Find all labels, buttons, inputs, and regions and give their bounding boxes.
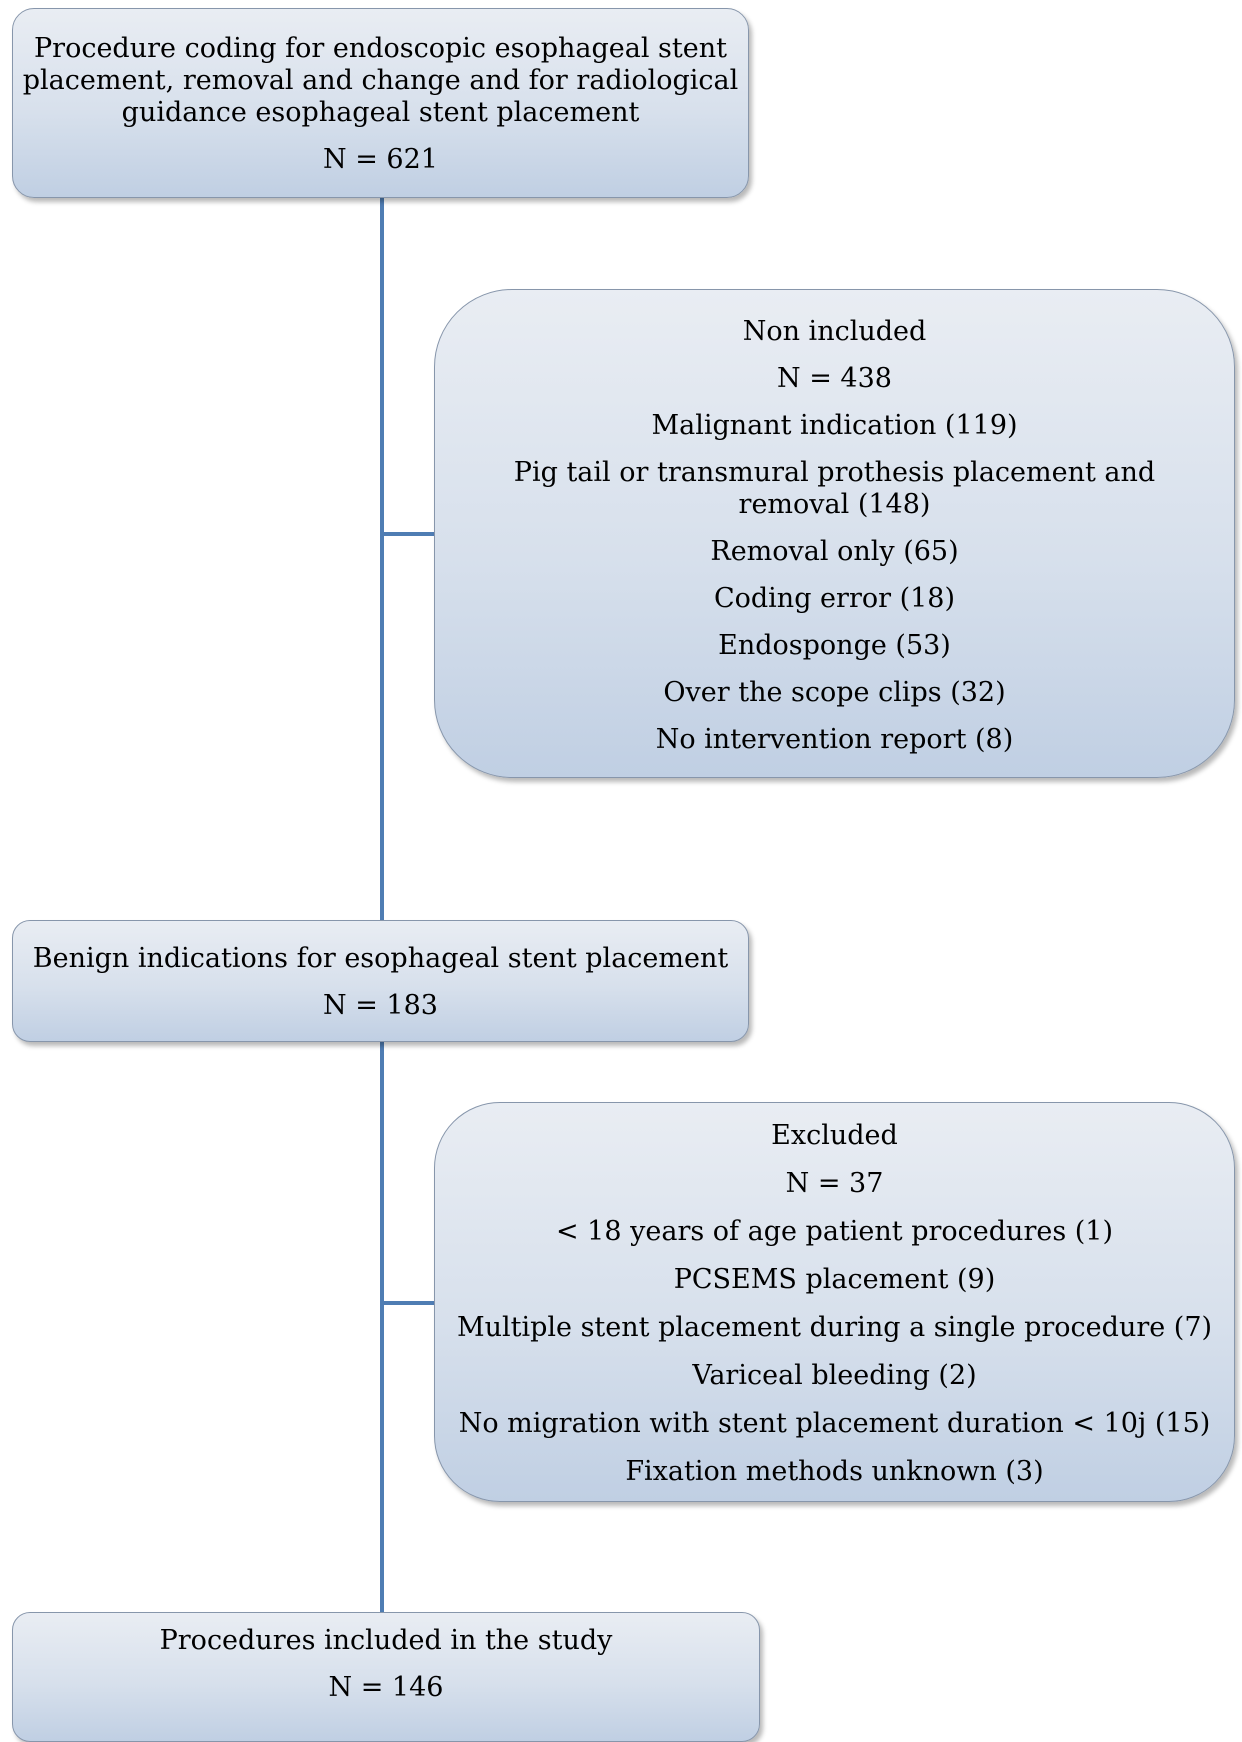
non-included-reason: No intervention report (8): [655, 724, 1014, 755]
excluded-box: Excluded N = 37 < 18 years of age patien…: [434, 1102, 1235, 1502]
benign-title: Benign indications for esophageal stent …: [32, 943, 729, 974]
non-included-reason: Removal only (65): [710, 536, 959, 567]
non-included-reason: Coding error (18): [713, 583, 956, 614]
excluded-reason: No migration with stent placement durati…: [458, 1408, 1211, 1439]
start-box: Procedure coding for endoscopic esophage…: [12, 8, 749, 198]
connector-branch-non-included: [384, 532, 434, 536]
excluded-reason: Fixation methods unknown (3): [625, 1456, 1044, 1487]
non-included-reason: Over the scope clips (32): [663, 677, 1006, 708]
start-count: N = 621: [323, 144, 438, 175]
final-title: Procedures included in the study: [159, 1625, 613, 1656]
non-included-count: N = 438: [777, 363, 892, 394]
excluded-title: Excluded: [771, 1120, 898, 1151]
excluded-reason: < 18 years of age patient procedures (1): [555, 1216, 1114, 1247]
non-included-reason: removal (148): [738, 489, 931, 520]
final-box: Procedures included in the study N = 146: [12, 1612, 760, 1742]
non-included-reason: Endosponge (53): [718, 630, 951, 661]
non-included-title: Non included: [742, 316, 927, 347]
non-included-box: Non included N = 438 Malignant indicatio…: [434, 289, 1235, 778]
connector-branch-excluded: [384, 1301, 434, 1305]
connector-benign-to-final: [380, 1042, 384, 1612]
start-box-title: Procedure coding for endoscopic esophage…: [13, 33, 748, 129]
excluded-reason: PCSEMS placement (9): [673, 1264, 996, 1295]
start-title-line: placement, removal and change and for ra…: [22, 65, 739, 96]
non-included-reason: Pig tail or transmural prothesis placeme…: [513, 457, 1156, 488]
excluded-reason: Multiple stent placement during a single…: [456, 1312, 1213, 1343]
connector-start-to-benign: [380, 198, 384, 920]
excluded-reason: Variceal bleeding (2): [692, 1360, 977, 1391]
excluded-count: N = 37: [785, 1168, 884, 1199]
start-title-line: guidance esophageal stent placement: [121, 97, 640, 128]
benign-count: N = 183: [323, 990, 438, 1021]
benign-box: Benign indications for esophageal stent …: [12, 920, 749, 1042]
final-count: N = 146: [328, 1672, 444, 1703]
start-title-line: Procedure coding for endoscopic esophage…: [34, 33, 727, 64]
non-included-reason: Malignant indication (119): [651, 410, 1018, 441]
